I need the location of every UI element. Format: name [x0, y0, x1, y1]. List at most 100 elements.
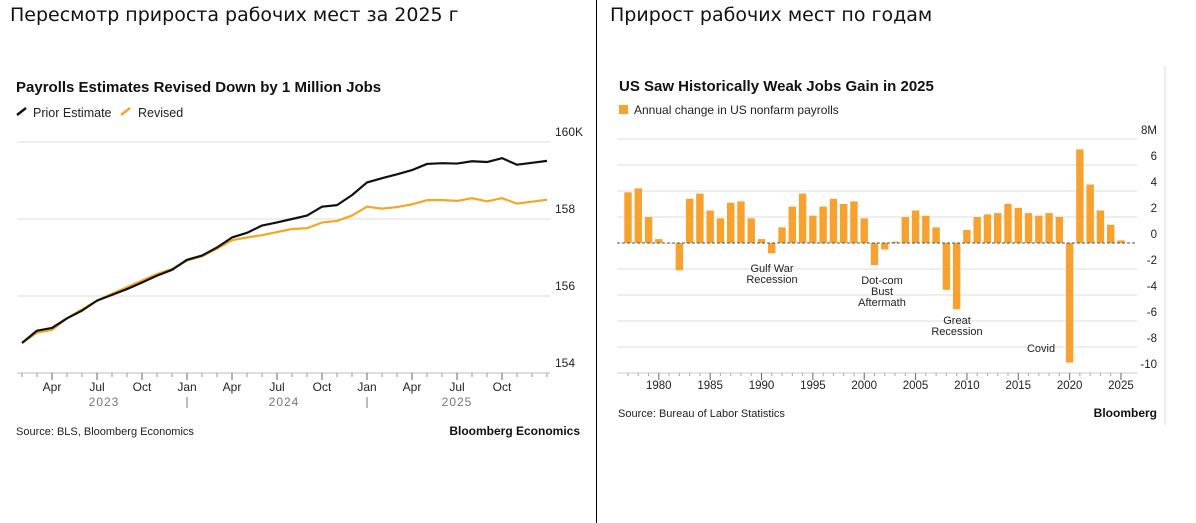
legend-revised-label: Revised: [138, 106, 183, 120]
y-tick-label: -10: [1140, 359, 1157, 371]
bar-1988: [737, 201, 745, 243]
bar-2011: [973, 217, 981, 243]
annotation-label: Covid: [1027, 343, 1055, 355]
year-label: 2023: [89, 395, 120, 409]
chart-title: Payrolls Estimates Revised Down by 1 Mil…: [16, 79, 381, 96]
bar-2016: [1024, 213, 1033, 243]
annual-jobs-bar-chart: US Saw Historically Weak Jobs Gain in 20…: [617, 65, 1166, 425]
annotation-label: Recession: [931, 326, 982, 338]
annotation-label: Recession: [746, 274, 797, 286]
bar-2023: [1096, 210, 1105, 243]
bar-2007: [932, 227, 940, 243]
x-tick-label: 2025: [1108, 380, 1134, 392]
bar-2002: [881, 243, 889, 250]
x-tick-label: 1985: [697, 380, 723, 392]
right-panel-header: Прирост рабочих мест по годам: [610, 4, 933, 26]
bar-2025: [1117, 240, 1125, 243]
x-tick-label: 2020: [1057, 380, 1083, 392]
x-tick-label: Jul: [89, 380, 104, 394]
bar-2018: [1045, 213, 1053, 243]
x-tick-label: 1995: [800, 380, 826, 392]
bar-2021: [1076, 149, 1084, 243]
annotation-label: Great: [943, 315, 971, 327]
bar-1987: [727, 202, 735, 243]
y-tick-label: -4: [1147, 281, 1158, 293]
bar-2000: [860, 218, 868, 243]
y-tick-label: 4: [1151, 177, 1158, 189]
x-tick-label: 2000: [851, 380, 877, 392]
legend-prior-label: Prior Estimate: [33, 106, 112, 120]
bar-2013: [994, 213, 1002, 243]
x-tick-label: 2010: [954, 380, 980, 392]
bar-1989: [747, 218, 755, 243]
bar-1995: [809, 215, 817, 243]
bar-2024: [1106, 224, 1115, 243]
source-note: Source: Bureau of Labor Statistics: [618, 408, 785, 420]
y-tick-label: 8M: [1141, 125, 1157, 137]
y-tick-label: 156: [555, 279, 575, 293]
series-line-prior: [21, 157, 548, 344]
x-tick-label: Jan: [357, 380, 376, 394]
bar-1982: [675, 243, 684, 271]
x-tick-label: Oct: [133, 380, 152, 394]
y-tick-label: -6: [1147, 307, 1157, 319]
bar-2015: [1014, 207, 1022, 243]
bar-1986: [716, 218, 725, 243]
annotation-label: Gulf War: [751, 263, 794, 275]
x-tick-label: Jan: [177, 380, 196, 394]
bar-1994: [798, 193, 807, 243]
bar-1998: [839, 204, 848, 243]
x-tick-label: 1980: [646, 380, 672, 392]
x-tick-label: Jul: [449, 380, 464, 394]
year-label: 2024: [269, 395, 300, 409]
y-tick-label: 158: [555, 202, 575, 216]
x-tick-label: Oct: [313, 380, 332, 394]
bar-1997: [829, 198, 838, 243]
x-tick-label: Apr: [403, 380, 422, 394]
legend-label: Annual change in US nonfarm payrolls: [634, 103, 839, 117]
bar-1990: [757, 239, 766, 243]
bar-2014: [1004, 204, 1012, 243]
bar-1984: [696, 193, 704, 243]
panel-divider: [596, 0, 597, 523]
x-tick-label: Apr: [43, 380, 62, 394]
bar-1992: [778, 227, 786, 243]
y-tick-label: 2: [1151, 203, 1157, 215]
legend-swatch: [619, 105, 628, 114]
bar-1983: [685, 198, 694, 243]
legend-prior-swatch: [16, 107, 27, 116]
annotation-label: Aftermath: [858, 297, 906, 309]
source-note: Source: BLS, Bloomberg Economics: [16, 426, 194, 438]
bar-2020: [1065, 243, 1074, 363]
annotation-label: Bust: [871, 286, 893, 298]
legend-revised-swatch: [120, 107, 131, 116]
bar-2017: [1035, 215, 1043, 243]
x-tick-label: Jul: [269, 380, 284, 394]
x-tick-label: 2015: [1005, 380, 1031, 392]
x-tick-label: Apr: [223, 380, 242, 394]
y-tick-label: 0: [1151, 229, 1157, 241]
y-tick-label: 160K: [555, 125, 583, 139]
y-tick-label: 154: [555, 356, 575, 370]
bar-2009: [952, 243, 961, 310]
bar-1991: [768, 243, 776, 254]
annotation-label: Dot-com: [861, 275, 903, 287]
chart-title: US Saw Historically Weak Jobs Gain in 20…: [619, 78, 934, 95]
bar-2019: [1055, 217, 1064, 243]
bar-2012: [983, 214, 992, 243]
bar-1993: [788, 206, 797, 243]
bar-1978: [634, 188, 642, 243]
x-tick-label: 2005: [903, 380, 929, 392]
bar-2005: [911, 210, 920, 243]
bar-1977: [624, 192, 632, 243]
bar-1996: [819, 206, 827, 243]
bar-2003: [891, 241, 899, 243]
bar-1979: [644, 217, 653, 243]
brand-label: Bloomberg: [1094, 406, 1157, 420]
y-tick-label: -8: [1147, 333, 1157, 345]
bar-1980: [655, 239, 663, 243]
bar-2001: [870, 243, 879, 266]
bar-2004: [901, 217, 909, 243]
bar-2006: [922, 215, 930, 243]
